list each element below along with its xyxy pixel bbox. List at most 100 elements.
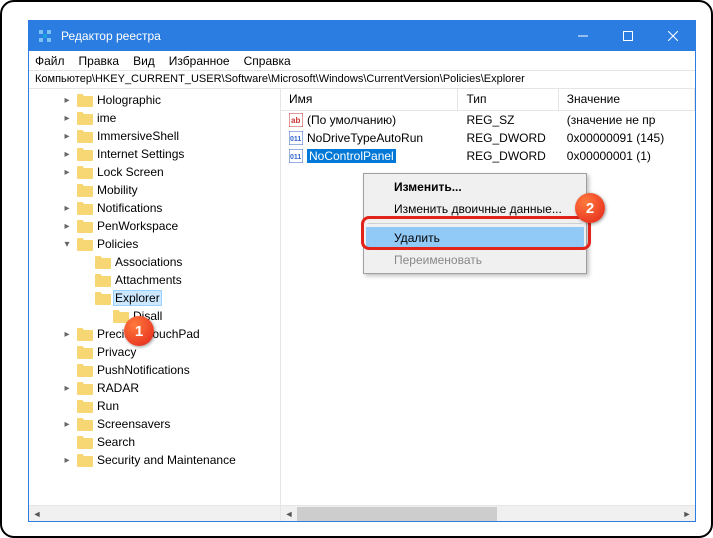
menu-item[interactable]: Избранное	[169, 54, 230, 68]
tree-label: Policies	[97, 237, 138, 251]
tree-item[interactable]: ▸Internet Settings	[29, 145, 280, 163]
window-title: Редактор реестра	[61, 29, 161, 43]
value-type: REG_DWORD	[458, 131, 558, 145]
folder-icon	[77, 454, 93, 467]
value-name: (По умолчанию)	[307, 113, 396, 127]
tree-toggle-icon[interactable]: ▸	[61, 329, 73, 340]
svg-text:011: 011	[290, 154, 301, 161]
list-row[interactable]: ab(По умолчанию)REG_SZ(значение не пр	[281, 111, 695, 129]
scroll-thumb[interactable]	[297, 507, 497, 521]
context-menu-item[interactable]: Изменить...	[366, 176, 584, 198]
svg-text:011: 011	[290, 136, 301, 143]
tree-item[interactable]: Disall	[29, 307, 280, 325]
tree-label: ime	[97, 111, 116, 125]
list-header: ИмяТипЗначение	[281, 89, 695, 111]
tree-label: PenWorkspace	[97, 219, 178, 233]
context-menu-item[interactable]: Изменить двоичные данные...	[366, 198, 584, 220]
tree-item[interactable]: ▸ ime	[29, 109, 280, 127]
tree-item[interactable]: ▸RADAR	[29, 379, 280, 397]
tree-toggle-icon[interactable]: ▸	[61, 167, 73, 178]
folder-icon	[95, 274, 111, 287]
maximize-button[interactable]	[605, 21, 650, 51]
close-button[interactable]	[650, 21, 695, 51]
titlebar[interactable]: Редактор реестра	[29, 21, 695, 51]
tree-toggle-icon[interactable]: ▾	[61, 239, 73, 250]
window-controls	[560, 21, 695, 51]
folder-icon	[77, 148, 93, 161]
context-menu-separator	[368, 223, 582, 224]
folder-icon	[95, 256, 111, 269]
menu-item[interactable]: Вид	[133, 54, 155, 68]
tree-toggle-icon[interactable]: ▸	[61, 383, 73, 394]
list-h-scrollbar[interactable]: ◄ ►	[281, 505, 695, 521]
tree-toggle-icon[interactable]: ▸	[61, 95, 73, 106]
address-bar[interactable]: Компьютер\HKEY_CURRENT_USER\Software\Mic…	[29, 71, 695, 89]
tree-item[interactable]: ▸Lock Screen	[29, 163, 280, 181]
tree-toggle-icon[interactable]: ▸	[61, 203, 73, 214]
minimize-button[interactable]	[560, 21, 605, 51]
folder-icon	[77, 346, 93, 359]
tree-toggle-icon[interactable]: ▸	[61, 131, 73, 142]
content-area: ▸Holographic▸ime▸ImmersiveShell▸Internet…	[29, 89, 695, 521]
tree-item[interactable]: ▸ PenWorkspace	[29, 217, 280, 235]
folder-icon	[77, 436, 93, 449]
menu-item[interactable]: Правка	[79, 54, 120, 68]
list-row[interactable]: 011NoControlPanelREG_DWORD0x00000001 (1)	[281, 147, 695, 165]
menu-item[interactable]: Справка	[244, 54, 291, 68]
tree-item[interactable]: PushNotifications	[29, 361, 280, 379]
tree-label: Mobility	[97, 183, 138, 197]
tree-toggle-icon[interactable]: ▸	[61, 455, 73, 466]
tree-item[interactable]: ▸ImmersiveShell	[29, 127, 280, 145]
tree-item[interactable]: Privacy	[29, 343, 280, 361]
screenshot-frame: Редактор реестра Файл Правка Вид Избранное С…	[0, 0, 713, 538]
tree-item[interactable]: ▸PrecisionTouchPad	[29, 325, 280, 343]
scroll-right-icon[interactable]: ►	[679, 506, 695, 521]
tree-item[interactable]: Mobility	[29, 181, 280, 199]
tree-item[interactable]: Attachments	[29, 271, 280, 289]
tree-item[interactable]: Explorer	[29, 289, 280, 307]
menubar: Файл Правка Вид Избранное Справка	[29, 51, 695, 71]
folder-icon	[77, 418, 93, 431]
value-type: REG_SZ	[458, 113, 558, 127]
folder-icon	[77, 400, 93, 413]
folder-icon	[77, 328, 93, 341]
column-header[interactable]: Значение	[559, 89, 695, 110]
folder-icon	[77, 166, 93, 179]
path-text: Компьютер\HKEY_CURRENT_USER\Software\Mic…	[35, 73, 525, 85]
context-menu[interactable]: Изменить...Изменить двоичные данные... Уд…	[363, 173, 587, 274]
value-data: 0x00000001 (1)	[559, 149, 695, 163]
tree-toggle-icon[interactable]: ▸	[61, 221, 73, 232]
tree-label: Run	[97, 399, 119, 413]
value-type: REG_DWORD	[458, 149, 558, 163]
folder-icon	[77, 184, 93, 197]
tree-item[interactable]: ▸Notifications	[29, 199, 280, 217]
tree-pane[interactable]: ▸Holographic▸ime▸ImmersiveShell▸Internet…	[29, 89, 281, 521]
value-type-icon: ab	[289, 113, 303, 127]
list-body: ab(По умолчанию)REG_SZ(значение не пр011…	[281, 111, 695, 165]
tree-item[interactable]: Search	[29, 433, 280, 451]
scroll-left-icon[interactable]: ◄	[281, 506, 297, 521]
scroll-left-icon[interactable]: ◄	[29, 506, 45, 521]
tree-item[interactable]: ▾ Policies	[29, 235, 280, 253]
tree-item[interactable]: ▸Screensavers	[29, 415, 280, 433]
tree-item[interactable]: ▸ Security and Maintenance	[29, 451, 280, 469]
tree-toggle-icon[interactable]: ▸	[61, 149, 73, 160]
context-menu-item[interactable]: Удалить	[366, 227, 584, 249]
tree-h-scrollbar[interactable]: ◄	[29, 505, 280, 521]
values-pane[interactable]: ИмяТипЗначение ab(По умолчанию)REG_SZ(зн…	[281, 89, 695, 521]
svg-text:ab: ab	[291, 116, 300, 125]
column-header[interactable]: Тип	[458, 89, 558, 110]
value-data: 0x00000091 (145)	[559, 131, 695, 145]
registry-editor-window: Редактор реестра Файл Правка Вид Избранное С…	[28, 20, 696, 522]
list-row[interactable]: 011NoDriveTypeAutoRunREG_DWORD0x00000091…	[281, 129, 695, 147]
tree-item[interactable]: ▸Holographic	[29, 91, 280, 109]
tree-item[interactable]: Associations	[29, 253, 280, 271]
tree-item[interactable]: Run	[29, 397, 280, 415]
folder-icon	[77, 202, 93, 215]
tree-label: Associations	[115, 255, 182, 269]
tree-toggle-icon[interactable]: ▸	[61, 419, 73, 430]
tree-toggle-icon[interactable]: ▸	[61, 113, 73, 124]
menu-item[interactable]: Файл	[35, 54, 65, 68]
tree-label: Security and Maintenance	[97, 453, 236, 467]
column-header[interactable]: Имя	[281, 89, 458, 110]
